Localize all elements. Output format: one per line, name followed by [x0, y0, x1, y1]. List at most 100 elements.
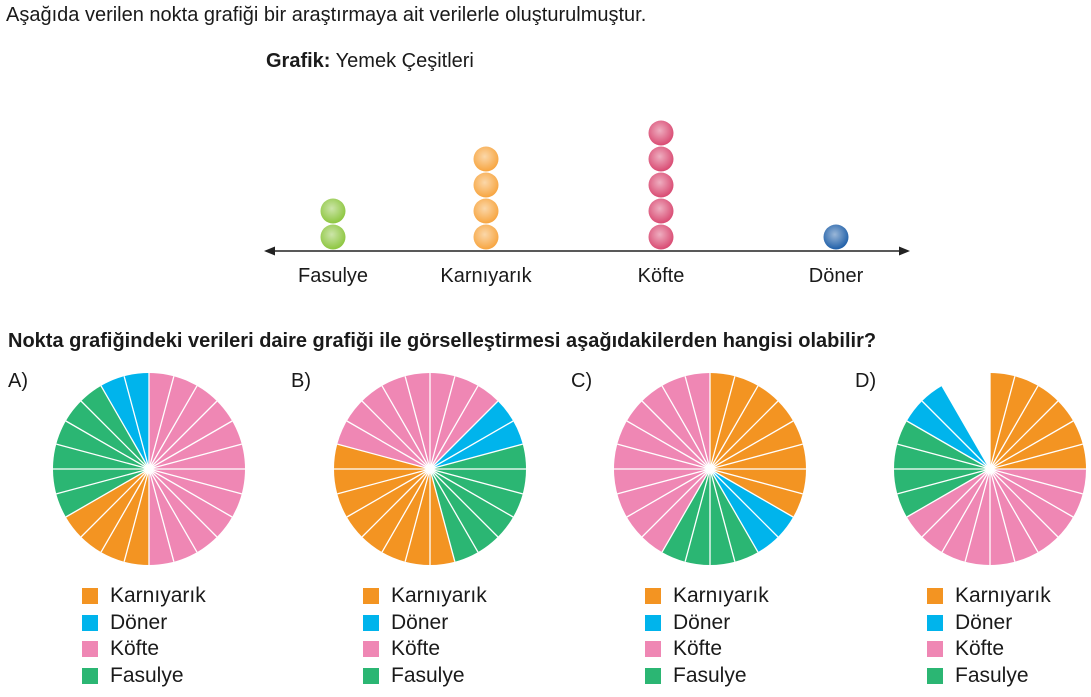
pie-divider-line	[429, 468, 523, 495]
pie-divider-line	[709, 443, 803, 470]
pie-divider-line	[404, 468, 431, 562]
pie-divider-line	[80, 468, 150, 538]
pie-divider-line	[429, 420, 514, 470]
legend-label-karniyarik: Karnıyarık	[955, 584, 1051, 608]
pie-divider-line	[989, 420, 1074, 470]
legend-item-kofte: Köfte	[645, 636, 769, 663]
dot-karniyarik	[473, 172, 499, 198]
legend-b: Karnıyarık Döner Köfte Fasulye	[363, 583, 487, 689]
legend-d: Karnıyarık Döner Köfte Fasulye	[927, 583, 1051, 689]
pie-divider-line	[964, 468, 991, 562]
pie-divider-line	[709, 468, 736, 562]
pie-chart-b[interactable]	[331, 370, 529, 568]
legend-item-kofte: Köfte	[927, 636, 1051, 663]
pie-divider-line	[123, 376, 150, 470]
legend-swatch-karniyarik	[82, 588, 98, 605]
legend-swatch-doner	[82, 614, 98, 631]
pie-divider-line	[65, 420, 150, 470]
pie-divider-line	[709, 468, 759, 553]
pie-divider-line	[906, 468, 991, 518]
pie-divider-line	[123, 468, 150, 562]
legend-swatch-karniyarik	[363, 588, 379, 605]
dot-fasulye	[320, 198, 346, 224]
dot-label-kofte: Köfte	[638, 265, 685, 287]
pie-divider-line	[148, 376, 175, 470]
legend-c: Karnıyarık Döner Köfte Fasulye	[645, 583, 769, 689]
legend-swatch-fasulye	[645, 667, 661, 684]
pie-divider-line	[429, 468, 456, 562]
option-d-label[interactable]: D)	[855, 370, 877, 392]
pie-divider-line	[404, 376, 431, 470]
pie-divider-line	[56, 443, 150, 470]
dot-label-doner: Döner	[809, 265, 864, 287]
legend-label-fasulye: Fasulye	[110, 663, 184, 687]
pie-divider-line	[709, 376, 736, 470]
pie-divider-line	[429, 385, 479, 470]
pie-divider-line	[661, 468, 711, 553]
pie-divider-line	[964, 376, 991, 470]
option-b-label[interactable]: B)	[291, 370, 311, 392]
pie-divider-line	[148, 400, 218, 470]
legend-swatch-karniyarik	[927, 588, 943, 605]
legend-item-doner: Döner	[927, 610, 1051, 637]
legend-swatch-karniyarik	[645, 588, 661, 605]
pie-divider-line	[684, 468, 711, 562]
pie-divider-line	[709, 468, 779, 538]
legend-item-karniyarik: Karnıyarık	[82, 583, 206, 610]
dot-plot: Fasulye Karnıyarık Köfte Döner	[264, 120, 910, 287]
pie-chart-d[interactable]	[891, 370, 1089, 568]
pie-divider-line	[989, 468, 1039, 553]
legend-item-kofte: Köfte	[363, 636, 487, 663]
legend-item-doner: Döner	[363, 610, 487, 637]
dot-karniyarik	[473, 224, 499, 250]
pie-divider-line	[148, 468, 233, 518]
legend-label-kofte: Köfte	[955, 637, 1005, 661]
question-text: Nokta grafiğindeki verileri daire grafiğ…	[8, 330, 877, 352]
pie-divider-line	[709, 400, 779, 470]
pie-chart-c[interactable]	[611, 370, 809, 568]
pie-divider-line	[897, 468, 991, 495]
pie-divider-line	[989, 468, 1059, 538]
pie-divider-line	[709, 420, 794, 470]
legend-label-kofte: Köfte	[110, 637, 160, 661]
pie-divider-line	[148, 385, 198, 470]
pie-slice-kofte	[430, 373, 498, 469]
legend-label-fasulye: Fasulye	[391, 663, 465, 687]
pie-divider-line	[709, 468, 803, 495]
pie-divider-line	[65, 468, 150, 518]
legend-item-fasulye: Fasulye	[363, 663, 487, 690]
pie-divider-line	[941, 385, 991, 470]
pie-slice-doner	[101, 373, 149, 469]
pie-slice-fasulye	[52, 385, 150, 517]
pie-divider-line	[941, 468, 991, 553]
pie-divider-line	[381, 468, 431, 553]
pie-divider-line	[617, 443, 711, 470]
dot-karniyarik	[473, 146, 499, 172]
intro-text: Aşağıda verilen nokta grafiği bir araştı…	[6, 4, 647, 26]
chart-title-bold: Grafik:	[266, 50, 331, 72]
dot-label-fasulye: Fasulye	[298, 265, 368, 287]
pie-divider-line	[429, 468, 479, 553]
pie-divider-line	[684, 376, 711, 470]
pie-divider-line	[80, 400, 150, 470]
dot-kofte	[648, 146, 674, 172]
pie-slice-fasulye	[430, 444, 527, 562]
legend-swatch-fasulye	[363, 667, 379, 684]
pie-divider-line	[361, 468, 431, 538]
legend-swatch-kofte	[645, 641, 661, 658]
legend-label-fasulye: Fasulye	[955, 663, 1029, 687]
option-a-label[interactable]: A)	[8, 370, 28, 392]
legend-label-karniyarik: Karnıyarık	[673, 584, 769, 608]
pie-slice-karniyarik	[65, 469, 149, 565]
pie-divider-line	[641, 400, 711, 470]
pie-divider-line	[626, 420, 711, 470]
chart-title-rest: Yemek Çeşitleri	[335, 50, 474, 72]
pie-divider-line	[989, 385, 1039, 470]
dot-kofte	[648, 198, 674, 224]
pie-divider-line	[921, 468, 991, 538]
pie-divider-line	[641, 468, 711, 538]
pie-chart-a[interactable]	[50, 370, 248, 568]
option-c-label[interactable]: C)	[571, 370, 593, 392]
legend-label-doner: Döner	[673, 610, 731, 634]
pie-divider-line	[626, 468, 711, 518]
